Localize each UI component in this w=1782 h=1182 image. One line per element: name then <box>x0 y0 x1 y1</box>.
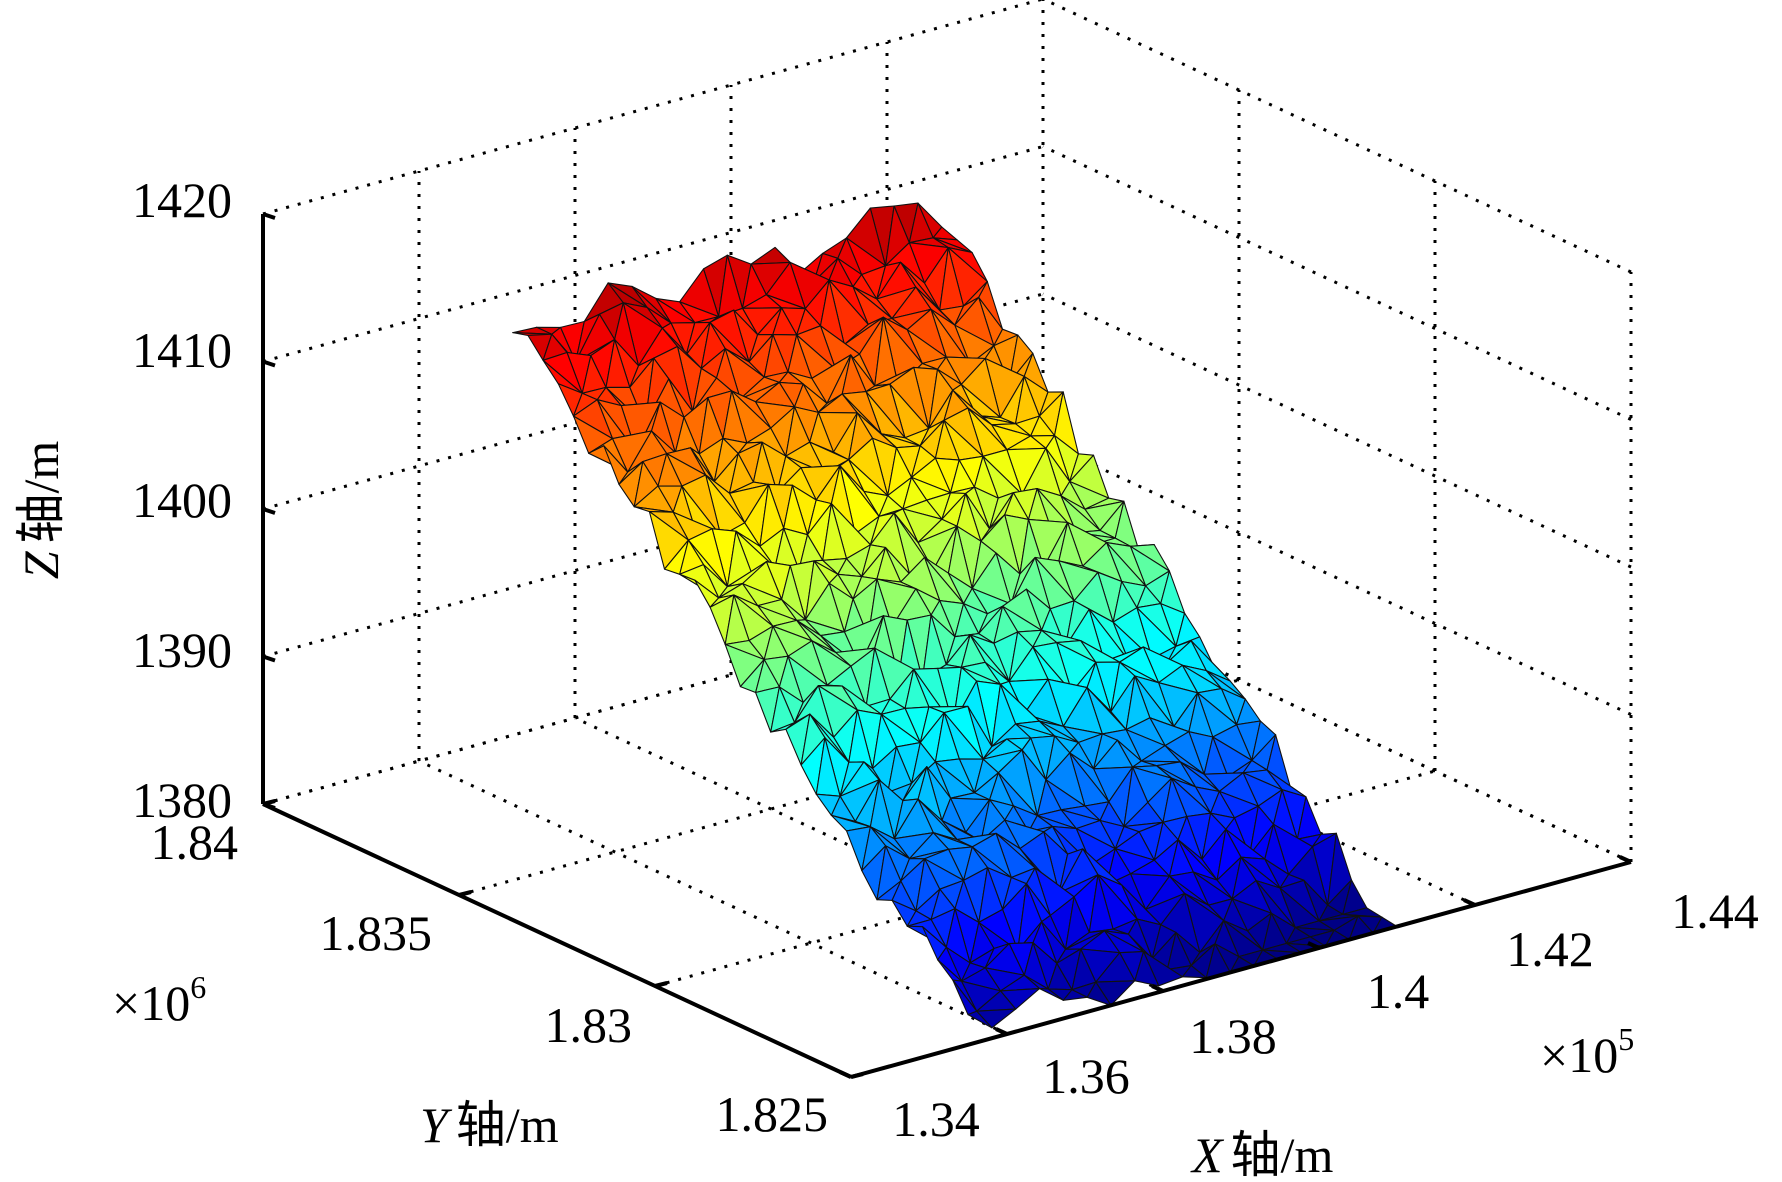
z-axis-unit: 轴/m <box>13 441 69 544</box>
surface-triangle <box>750 246 791 265</box>
grid-line <box>262 145 1044 363</box>
svg-text:×106: ×106 <box>112 969 206 1031</box>
y-tick-mark <box>850 1072 864 1079</box>
x-tick-labels: 1.34 1.36 1.38 1.4 1.42 1.44 <box>892 883 1759 1147</box>
x-axis-line <box>850 860 1632 1079</box>
y-axis-multiplier: ×106 <box>112 969 206 1031</box>
x-tick-mark <box>1619 855 1632 864</box>
x-tick-mark <box>839 1070 852 1079</box>
grid-line <box>1042 145 1632 421</box>
z-tick-mark <box>262 212 276 220</box>
surface-triangle <box>1086 981 1112 1006</box>
y-axis-var: Y <box>420 1097 453 1153</box>
x-tick-mark <box>1151 984 1164 993</box>
z-tick-mark <box>262 654 276 663</box>
grid-line <box>1042 0 1632 274</box>
z-tick-label: 1410 <box>132 322 232 378</box>
x-tick-label: 1.34 <box>892 1091 980 1147</box>
z-tick-mark <box>262 359 276 368</box>
surface-triangle <box>1134 951 1160 987</box>
y-axis-line <box>262 802 852 1079</box>
x-axis-label: X 轴/m <box>1190 1127 1333 1182</box>
x-tick-label: 1.36 <box>1042 1048 1130 1104</box>
y-tick-mark <box>458 890 472 897</box>
y-multiplier-base: ×10 <box>112 975 190 1031</box>
x-tick-label: 1.44 <box>1671 883 1759 939</box>
y-tick-labels: 1.825 1.83 1.835 1.84 <box>151 814 829 1142</box>
y-tick-label: 1.83 <box>545 997 633 1053</box>
x-multiplier-exponent: 5 <box>1618 1021 1634 1057</box>
x-tick-mark <box>995 1027 1008 1036</box>
x-multiplier-base: ×10 <box>1540 1027 1618 1083</box>
svg-text:X轴/m: X 轴/m <box>1190 1127 1333 1182</box>
surface-triangle <box>1181 965 1207 979</box>
surface-triangle <box>967 1010 993 1029</box>
z-axis-var: Z <box>13 550 69 579</box>
svg-text:Y轴/m: Y 轴/m <box>420 1097 559 1153</box>
y-tick-label: 1.825 <box>716 1086 829 1142</box>
x-tick-label: 1.38 <box>1189 1008 1277 1064</box>
z-tick-label: 1400 <box>132 472 232 528</box>
y-multiplier-exponent: 6 <box>190 969 206 1005</box>
x-axis-multiplier: ×105 <box>1540 1021 1634 1083</box>
x-tick-mark <box>1307 941 1320 950</box>
y-tick-label: 1.835 <box>320 905 433 961</box>
z-tick-label: 1420 <box>132 172 232 228</box>
y-tick-label: 1.84 <box>151 814 239 870</box>
z-tick-label: 1380 <box>132 772 232 828</box>
y-axis-label: Y 轴/m <box>420 1097 559 1153</box>
grid-line <box>1042 292 1632 569</box>
x-tick-mark <box>1463 898 1476 907</box>
x-tick-label: 1.42 <box>1506 921 1594 977</box>
x-axis-unit: 轴/m <box>1231 1127 1334 1182</box>
surface-mesh <box>512 202 1398 1029</box>
x-tick-label: 1.4 <box>1367 963 1430 1019</box>
z-tick-mark <box>262 507 276 515</box>
svg-text:Z轴/m: Z 轴/m <box>13 441 69 580</box>
y-tick-mark <box>262 799 276 806</box>
grid-line <box>418 759 1008 1036</box>
svg-text:×105: ×105 <box>1540 1021 1634 1083</box>
grid-line <box>262 0 1044 216</box>
z-tick-label: 1390 <box>132 622 232 678</box>
surface-triangle <box>1062 989 1088 1001</box>
grid-line <box>1042 440 1632 716</box>
y-axis-unit: 轴/m <box>456 1097 559 1153</box>
z-axis-label: Z 轴/m <box>13 441 69 580</box>
x-axis-var: X <box>1190 1127 1225 1182</box>
z-tick-labels: 1380 1390 1400 1410 1420 <box>132 172 232 828</box>
y-tick-mark <box>654 981 668 988</box>
surface-triangle <box>1038 988 1064 1001</box>
axes <box>261 212 1632 1079</box>
